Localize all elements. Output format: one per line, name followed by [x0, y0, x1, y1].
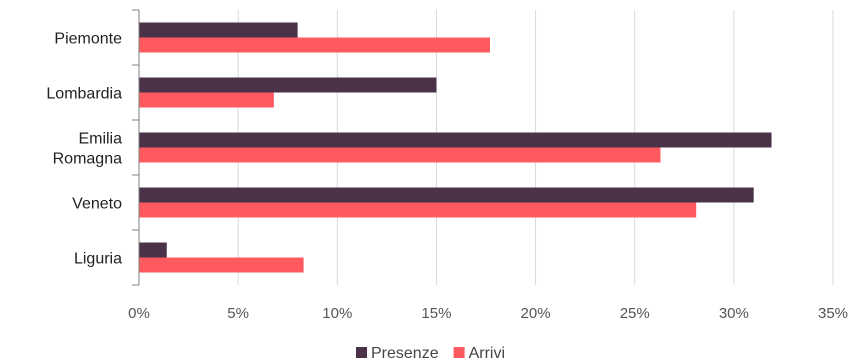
x-tick-label: 25%: [620, 305, 650, 322]
category-label: Lombardia: [46, 86, 122, 103]
bar-presenze-1: [139, 77, 437, 93]
bar-arrivi-4: [139, 257, 304, 273]
x-tick-label: 30%: [719, 305, 749, 322]
legend: Presenze Arrivi: [356, 345, 505, 362]
category-label: Emilia: [78, 131, 122, 148]
bar-arrivi-3: [139, 202, 697, 218]
x-tick-label: 35%: [818, 305, 848, 322]
x-tick-labels: 0% 5% 10% 15% 20% 25% 30% 35%: [128, 305, 848, 322]
bar-arrivi-0: [139, 37, 490, 53]
legend-label-arrivi: Arrivi: [469, 345, 505, 362]
bar-presenze-4: [139, 242, 167, 258]
bar-arrivi-1: [139, 92, 274, 108]
bars: [139, 22, 772, 273]
bar-arrivi-2: [139, 147, 661, 163]
category-label: Veneto: [72, 196, 122, 213]
category-label: Romagna: [53, 151, 122, 168]
legend-label-presenze: Presenze: [371, 345, 439, 362]
x-tick-label: 20%: [521, 305, 551, 322]
category-label: Liguria: [74, 251, 122, 268]
x-tick-label: 0%: [128, 305, 150, 322]
x-tick-label: 15%: [421, 305, 451, 322]
legend-swatch-presenze: [356, 347, 367, 358]
x-tick-label: 10%: [322, 305, 352, 322]
category-labels: Piemonte Lombardia Emilia Romagna Veneto Ligu…: [46, 31, 122, 268]
bar-presenze-2: [139, 132, 772, 148]
category-label: Piemonte: [54, 31, 122, 48]
bar-presenze-3: [139, 187, 754, 203]
legend-swatch-arrivi: [453, 347, 465, 358]
y-axis: [132, 9, 140, 286]
bar-presenze-0: [139, 22, 298, 38]
x-tick-label: 5%: [227, 305, 249, 322]
